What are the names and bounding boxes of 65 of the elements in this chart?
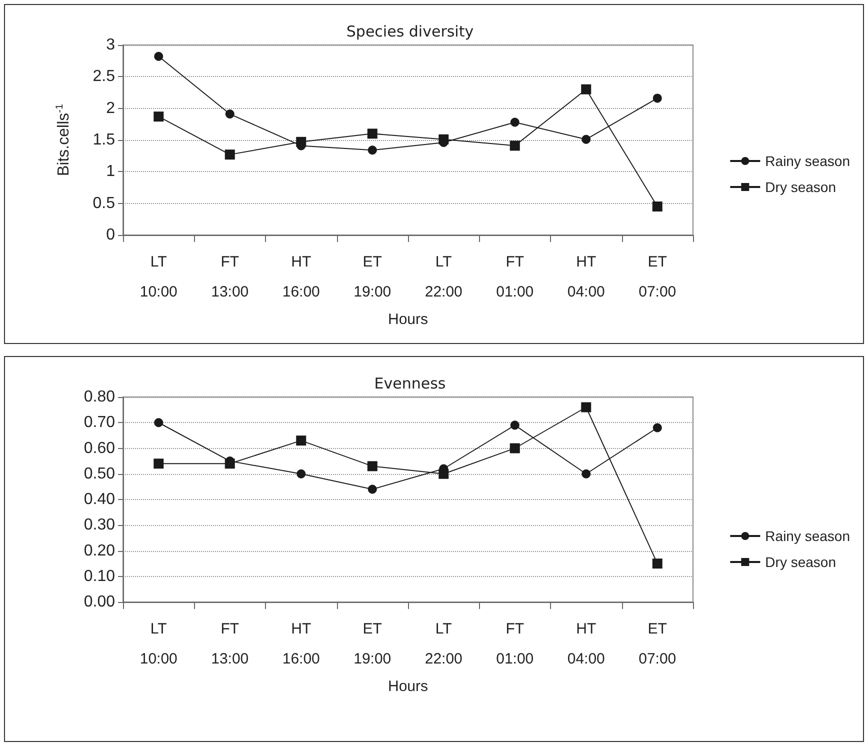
x-tick-label: LT 22:00 <box>424 620 462 668</box>
x-tick-label: ET 07:00 <box>638 254 676 300</box>
chart-title: Evenness <box>374 374 446 392</box>
y-tick-label: 0.10 <box>84 568 116 585</box>
x-tick-label: FT 01:00 <box>496 620 534 668</box>
x-tick-label: HT 16:00 <box>282 254 320 300</box>
point <box>224 150 235 160</box>
y-tick-label: 0.50 <box>84 465 116 482</box>
y-tick-label: 0.5 <box>92 194 116 212</box>
x-tick-label: ET 19:00 <box>354 254 392 300</box>
x-tick-label: LT 22:00 <box>424 254 462 300</box>
point <box>510 140 520 151</box>
point <box>368 146 377 155</box>
y-tick-label: 0.00 <box>84 594 116 610</box>
point <box>652 558 662 569</box>
point <box>367 128 378 139</box>
y-tick-label: 3 <box>106 36 116 54</box>
point <box>154 112 164 122</box>
x-tick-label: LT 10:00 <box>140 254 178 300</box>
point <box>652 94 662 103</box>
x-tick-label: ET 19:00 <box>354 620 392 668</box>
x-tick-label: HT 04:00 <box>567 620 605 668</box>
y-tick-label: 0.60 <box>84 440 116 457</box>
point <box>296 436 306 446</box>
point <box>368 484 377 494</box>
x-tick-label: FT 01:00 <box>496 254 534 300</box>
x-tick-label: HT 04:00 <box>567 254 605 300</box>
x-tick-label: ET 07:00 <box>638 620 676 668</box>
point <box>510 420 520 430</box>
point <box>582 469 591 478</box>
point <box>652 423 662 432</box>
chart-title: Species diversity <box>346 22 474 40</box>
y-tick-label: 2.5 <box>92 68 116 86</box>
legend-label: Dry season <box>765 554 836 570</box>
point <box>154 52 164 61</box>
point <box>652 202 662 212</box>
point <box>225 110 234 119</box>
x-tick-label: HT 16:00 <box>282 620 320 668</box>
y-axis-title: Bits.cells-1 <box>54 104 72 176</box>
x-axis-title: Hours <box>388 678 428 695</box>
point <box>510 443 520 454</box>
point <box>582 134 591 144</box>
legend-label: Rainy season <box>765 153 850 169</box>
x-tick-label: LT 10:00 <box>140 620 178 668</box>
x-tick-label: FT 13:00 <box>211 620 249 668</box>
y-tick-label: 1 <box>106 163 116 180</box>
legend-label: Rainy season <box>765 528 850 544</box>
point <box>154 458 164 469</box>
point <box>367 461 378 472</box>
legend-label: Dry season <box>765 179 836 195</box>
y-tick-label: 2 <box>106 100 116 117</box>
y-tick-label: 1.5 <box>92 132 116 148</box>
point <box>581 84 592 94</box>
x-axis-title: Hours <box>388 310 428 328</box>
point <box>581 402 592 412</box>
point <box>154 418 164 428</box>
point <box>510 118 520 127</box>
y-tick-label: 0.70 <box>84 414 116 432</box>
x-tick-label: FT 13:00 <box>211 254 249 300</box>
y-tick-label: 0.40 <box>84 491 116 508</box>
y-tick-label: 0.80 <box>84 388 116 406</box>
y-tick-label: 0 <box>106 226 116 244</box>
y-tick-label: 0.30 <box>84 516 116 534</box>
point <box>296 469 306 478</box>
y-tick-label: 0.20 <box>84 542 116 560</box>
